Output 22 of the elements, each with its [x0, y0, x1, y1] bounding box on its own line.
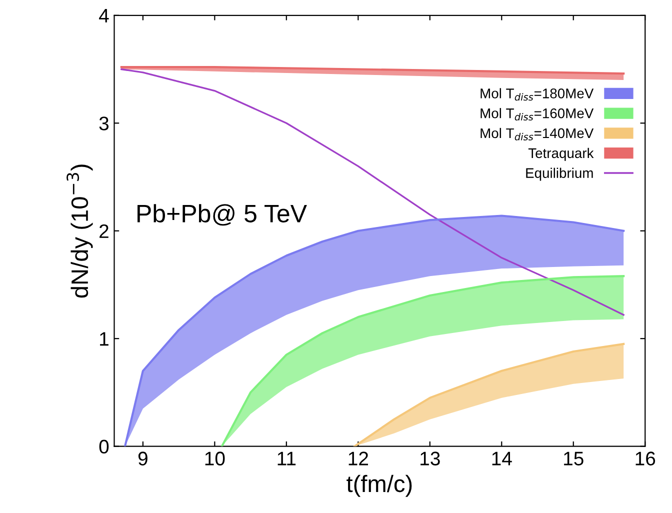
line-series — [120, 68, 624, 316]
legend-label: Mol T$_{diss}$=160MeV — [480, 108, 594, 121]
legend-label: Mol T$_{diss}$=140MeV — [480, 128, 594, 140]
x-tick-label: 13 — [420, 452, 440, 466]
x-tick-label: 15 — [564, 452, 584, 466]
y-axis-title: dN/dy (10$^{−3}$) — [66, 164, 93, 298]
x-axis-title: t(fm/c) — [346, 474, 412, 497]
x-tick-label: 14 — [492, 452, 512, 466]
x-tick-label: 11 — [278, 452, 296, 466]
legend-label: Mol T$_{diss}$=180MeV — [480, 88, 594, 101]
x-tick-label: 10 — [205, 452, 225, 466]
y-tick-label: 1 — [100, 332, 108, 346]
x-tick-label: 12 — [348, 452, 368, 466]
legend-label: Tetraquark — [528, 148, 594, 161]
y-tick-label: 0 — [99, 440, 109, 454]
y-tick-label: 4 — [99, 9, 109, 22]
x-tick-label: 9 — [138, 452, 148, 466]
annotation: Pb+Pb@ 5 TeV — [138, 204, 307, 226]
y-tick-label: 3 — [99, 116, 109, 130]
legend-label: Equilibrium — [526, 168, 593, 181]
x-tick-label: 16 — [636, 452, 656, 466]
y-tick-label: 2 — [100, 224, 108, 238]
